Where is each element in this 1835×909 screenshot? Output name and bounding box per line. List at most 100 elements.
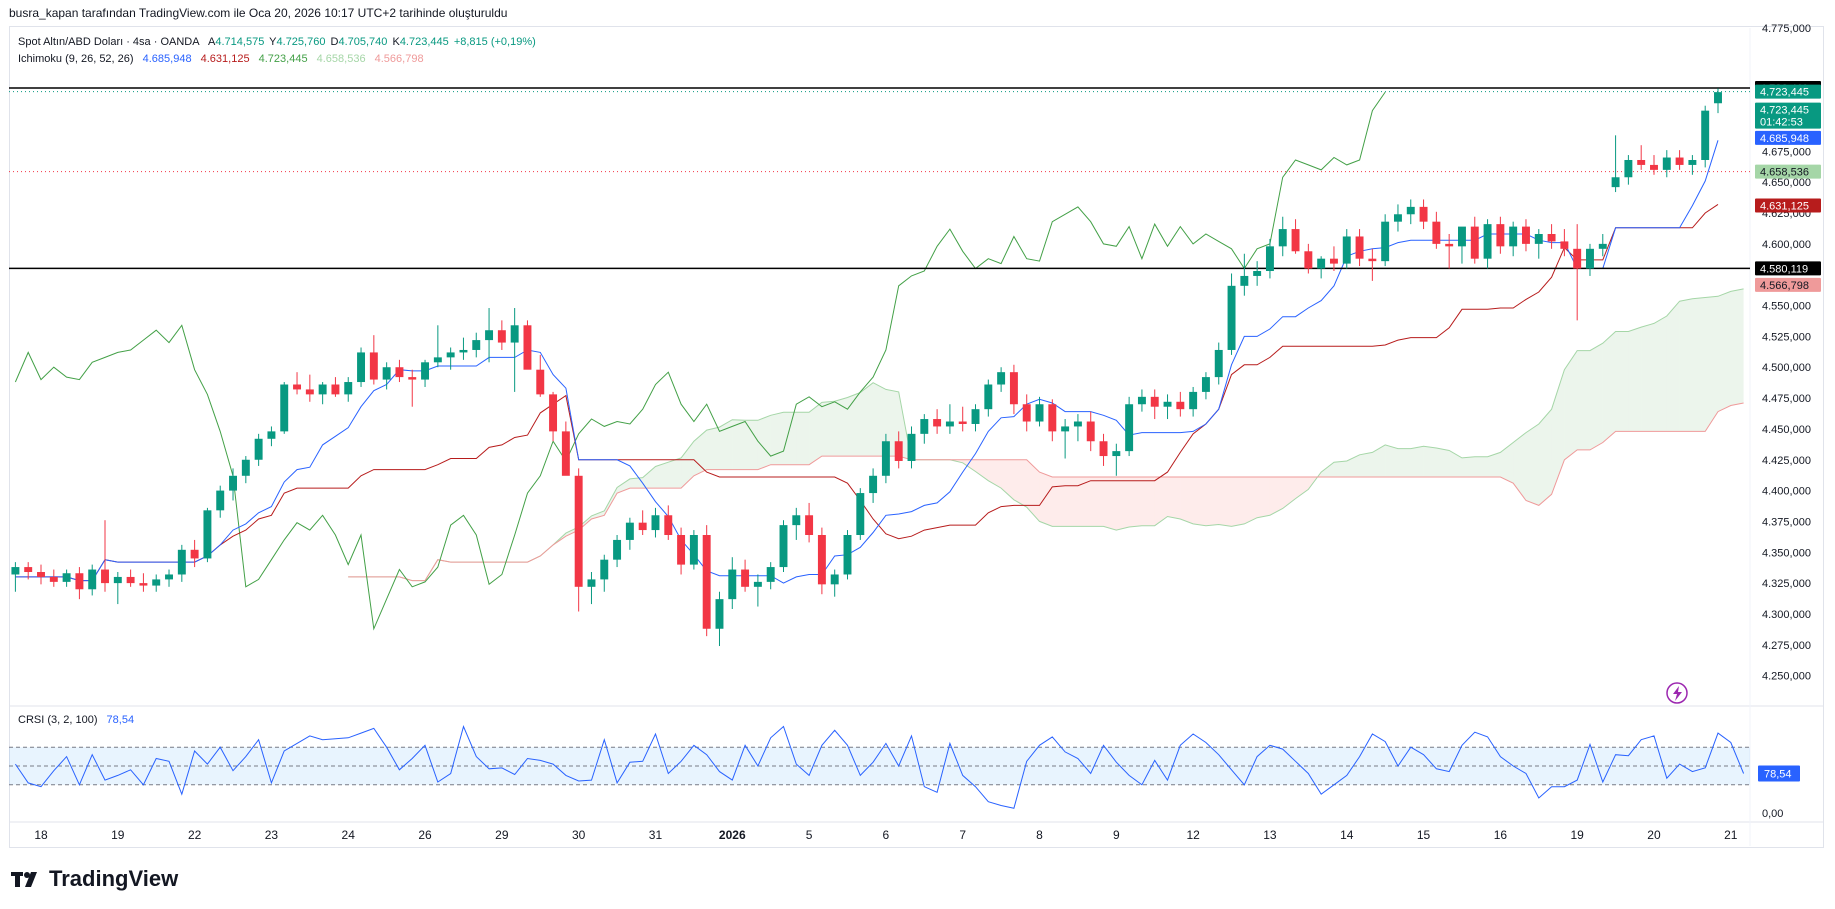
time-axis-tick: 7 xyxy=(959,828,966,842)
candle-body xyxy=(1150,396,1159,407)
candle-body xyxy=(1291,229,1300,252)
candle-body xyxy=(139,583,148,586)
ohlc-open: A4.714,575 xyxy=(208,36,264,48)
candle-body xyxy=(1125,404,1134,452)
candle-body xyxy=(1534,234,1543,244)
chart-header: busra_kapan tarafından TradingView.com i… xyxy=(9,6,508,20)
candle-body xyxy=(805,515,814,535)
time-axis-tick: 2026 xyxy=(719,828,746,842)
cloud-segment xyxy=(1039,472,1053,527)
cloud-segment xyxy=(1333,460,1347,478)
candle-body xyxy=(1035,404,1044,422)
candle-body xyxy=(1201,377,1210,392)
cloud-segment xyxy=(1001,459,1014,500)
candle-body xyxy=(971,409,980,424)
price-axis-label: 4.658,536 xyxy=(1755,164,1821,179)
candle-body xyxy=(1355,236,1364,259)
cloud-segment xyxy=(885,389,899,457)
crsi-value: 78,54 xyxy=(106,714,135,726)
cloud-segment xyxy=(809,402,822,465)
price-label-text: 4.723,445 xyxy=(1760,105,1809,117)
candle-body xyxy=(37,572,45,577)
cloud-segment xyxy=(1628,327,1642,432)
candle-body xyxy=(101,569,109,584)
candle-body xyxy=(856,493,865,535)
price-axis-label: 4.631,125 xyxy=(1755,198,1821,213)
cloud-segment xyxy=(1218,477,1232,527)
tradingview-logo[interactable]: TradingView xyxy=(11,866,178,892)
candle-body xyxy=(1406,206,1415,215)
candle-body xyxy=(1419,206,1428,222)
time-axis-tick: 24 xyxy=(342,828,356,842)
candle-body xyxy=(305,389,314,395)
candle-body xyxy=(958,421,967,424)
time-axis-tick: 5 xyxy=(806,828,813,842)
cloud-segment xyxy=(1653,316,1667,432)
cloud-segment xyxy=(745,420,758,470)
price-axis-tick: 4.275,000 xyxy=(1762,640,1811,652)
price-label-text: 4.723,445 xyxy=(1760,87,1809,99)
candle-body xyxy=(1496,224,1505,247)
candle-body xyxy=(1650,164,1658,170)
cloud-segment xyxy=(1705,296,1718,432)
candle-body xyxy=(1342,236,1351,264)
ichimoku-name[interactable]: Ichimoku (9, 26, 52, 26) xyxy=(18,53,134,65)
time-axis-tick: 12 xyxy=(1186,828,1200,842)
crsi-legend: CRSI (3, 2, 100) 78,54 xyxy=(18,714,140,726)
cloud-segment xyxy=(1513,432,1526,501)
ichimoku-kijun-value: 4.631,125 xyxy=(200,53,250,65)
candle-body xyxy=(1022,404,1031,422)
cloud-segment xyxy=(1679,298,1693,432)
close-value: 4.723,445 xyxy=(399,36,449,48)
cloud-segment xyxy=(1449,450,1462,478)
candle-body xyxy=(920,419,929,434)
lightning-icon-bolt xyxy=(1673,686,1682,701)
candle-body xyxy=(1176,401,1185,410)
price-axis-tick: 4.550,000 xyxy=(1762,301,1811,313)
candle-body xyxy=(1393,214,1402,222)
candle-body xyxy=(1163,401,1172,407)
lightning-icon[interactable] xyxy=(1666,682,1688,704)
cloud-segment xyxy=(1602,331,1616,443)
candle-body xyxy=(613,539,622,560)
candle-body xyxy=(1611,177,1620,188)
candle-body xyxy=(664,515,673,535)
price-label-bg xyxy=(1755,277,1821,292)
ohlc-close: K4.723,445 xyxy=(392,36,448,48)
candle-body xyxy=(945,421,954,427)
cloud-segment xyxy=(975,459,989,481)
cloud-segment xyxy=(706,427,720,470)
candle-body xyxy=(344,382,353,395)
candle-body xyxy=(1598,243,1607,249)
price-change: +8,815 (+0,19%) xyxy=(453,36,536,48)
candle-body xyxy=(241,459,250,476)
cloud-segment xyxy=(681,441,694,489)
ichimoku-span-b-value: 4.566,798 xyxy=(374,53,424,65)
price-label-bg xyxy=(1755,261,1821,276)
price-legend: Spot Altın/ABD Doları · 4sa · OANDA A4.7… xyxy=(18,36,542,48)
crsi-name[interactable]: CRSI (3, 2, 100) xyxy=(18,714,98,726)
candle-body xyxy=(1240,275,1249,286)
candle-body xyxy=(216,490,225,511)
candle-body xyxy=(113,576,122,584)
candle-body xyxy=(574,475,583,587)
symbol-name[interactable]: Spot Altın/ABD Doları · 4sa · OANDA xyxy=(18,36,200,48)
candle-body xyxy=(600,559,609,580)
cloud-segment xyxy=(1077,477,1091,527)
candle-body xyxy=(881,441,890,476)
cloud-segment xyxy=(847,392,861,457)
price-axis-tick: 4.250,000 xyxy=(1762,671,1811,683)
cloud-segment xyxy=(1193,477,1206,526)
price-axis-tick: 4.525,000 xyxy=(1762,331,1811,343)
cloud-segment xyxy=(757,415,771,470)
candle-body xyxy=(779,525,788,568)
ichimoku-kijun-line xyxy=(15,203,1719,582)
candle-body xyxy=(766,567,775,582)
candle-body xyxy=(459,349,468,353)
candle-body xyxy=(1573,248,1582,269)
candle-body xyxy=(1714,92,1722,104)
ichimoku-tenkan-value: 4.685,948 xyxy=(142,53,192,65)
cloud-segment xyxy=(821,401,835,457)
